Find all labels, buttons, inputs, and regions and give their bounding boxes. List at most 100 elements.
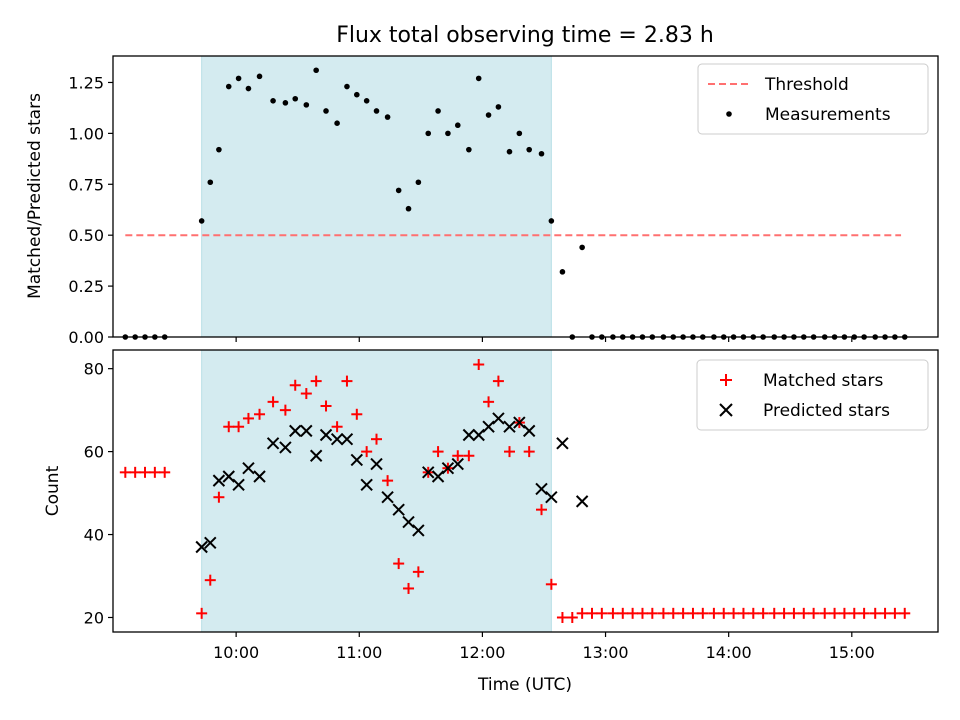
- measurement-point: [538, 150, 545, 157]
- predicted-star-point: [522, 424, 536, 438]
- predicted-star-point: [212, 474, 226, 487]
- predicted-star-point: [482, 420, 495, 433]
- measurement-point: [425, 130, 432, 137]
- matched-star-point: [233, 421, 245, 433]
- measurement-point: [270, 97, 276, 104]
- observing-window-top: [201, 55, 552, 338]
- matched-star-point: [310, 375, 322, 387]
- matched-stars-series: [119, 359, 911, 623]
- matched-star-point: [728, 607, 740, 619]
- legend-matched-swatch: [720, 374, 732, 386]
- predicted-star-point: [360, 478, 373, 491]
- matched-star-point: [213, 491, 225, 503]
- bottom-y-axis-label: Count: [43, 465, 63, 516]
- matched-star-point: [838, 607, 850, 619]
- top-ytick-label: 0.00: [68, 328, 104, 347]
- matched-star-point: [432, 446, 444, 458]
- matched-star-point: [300, 388, 312, 400]
- matched-star-point: [129, 466, 141, 478]
- matched-star-point: [778, 607, 790, 619]
- measurement-point: [363, 97, 370, 104]
- top-axes: 0.00 0.25 0.50 0.75 1.00 1.25 Matched/Predict…: [25, 55, 939, 347]
- matched-star-point: [808, 607, 820, 619]
- measurement-point: [323, 108, 329, 114]
- measurement-point: [559, 269, 566, 275]
- predicted-star-point: [204, 536, 217, 550]
- predicted-star-point: [402, 515, 415, 529]
- predicted-star-point: [222, 470, 235, 483]
- top-ytick-label: 1.00: [68, 124, 104, 143]
- predicted-star-point: [431, 470, 445, 483]
- measurement-point: [282, 100, 289, 106]
- top-ytick-label: 1.25: [68, 73, 104, 92]
- matched-star-point: [889, 607, 901, 619]
- matched-star-point: [708, 607, 720, 619]
- predicted-star-point: [575, 495, 589, 508]
- x-axis-label: Time (UTC): [477, 675, 572, 695]
- matched-star-point: [351, 408, 363, 420]
- measurement-point: [415, 179, 422, 186]
- matched-star-point: [223, 421, 235, 433]
- matched-star-point: [798, 607, 810, 619]
- matched-star-point: [757, 607, 769, 619]
- predicted-star-point: [350, 453, 364, 467]
- matched-star-point: [254, 408, 266, 420]
- matched-star-point: [636, 607, 648, 619]
- measurement-point: [256, 73, 263, 80]
- measurement-point: [292, 95, 299, 102]
- matched-star-point: [382, 475, 394, 487]
- legend-matched-label: Matched stars: [763, 371, 883, 391]
- matched-star-point: [139, 466, 151, 478]
- xtick-label: 15:00: [829, 643, 875, 662]
- matched-star-point: [361, 446, 373, 458]
- matched-star-point: [341, 375, 353, 387]
- bottom-x-ticks: 10:00 11:00 12:00 13:00 14:00 15:00: [213, 632, 875, 662]
- legend-measurements-swatch: [726, 111, 732, 117]
- matched-star-point: [819, 607, 831, 619]
- matched-star-point: [879, 607, 891, 619]
- matched-star-point: [320, 400, 332, 412]
- predicted-star-point: [556, 437, 569, 450]
- predicted-star-point: [340, 432, 354, 446]
- predicted-star-point: [462, 428, 476, 442]
- matched-star-point: [829, 607, 841, 619]
- matched-star-point: [545, 578, 557, 590]
- predicted-star-point: [370, 457, 383, 471]
- matched-star-point: [159, 466, 171, 478]
- top-axes-frame: [112, 55, 939, 338]
- measurement-point: [506, 148, 513, 155]
- matched-star-point: [768, 607, 780, 619]
- top-x-ticks: [235, 337, 853, 342]
- predicted-star-point: [279, 441, 292, 454]
- matched-star-point: [492, 375, 504, 387]
- measurement-point: [216, 146, 222, 153]
- measurement-point: [526, 146, 532, 153]
- matched-star-point: [503, 446, 515, 458]
- measurement-point: [579, 244, 585, 251]
- matched-star-point: [556, 611, 568, 623]
- measurement-point: [395, 187, 402, 194]
- matched-star-point: [371, 433, 383, 445]
- matched-star-point: [697, 607, 709, 619]
- top-ytick-label: 0.75: [68, 175, 104, 194]
- matched-star-point: [279, 404, 291, 416]
- bottom-legend: Matched stars Predicted stars: [696, 359, 929, 431]
- matched-star-point: [536, 504, 548, 516]
- predicted-star-point: [242, 461, 255, 475]
- bottom-y-ticks: 20 40 60 80: [84, 360, 113, 627]
- matched-star-point: [267, 396, 279, 408]
- top-ytick-label: 0.50: [68, 226, 104, 245]
- measurement-point: [303, 102, 310, 108]
- predicted-star-point: [492, 412, 505, 425]
- xtick-label: 12:00: [459, 643, 505, 662]
- measurement-point: [435, 108, 441, 114]
- matched-star-point: [566, 611, 578, 623]
- legend-measurements-label: Measurements: [765, 105, 891, 125]
- bottom-legend-box: [696, 359, 929, 431]
- measurement-point: [313, 67, 319, 74]
- measurement-point: [198, 218, 205, 224]
- matched-star-point: [657, 607, 669, 619]
- predicted-star-point: [266, 437, 280, 450]
